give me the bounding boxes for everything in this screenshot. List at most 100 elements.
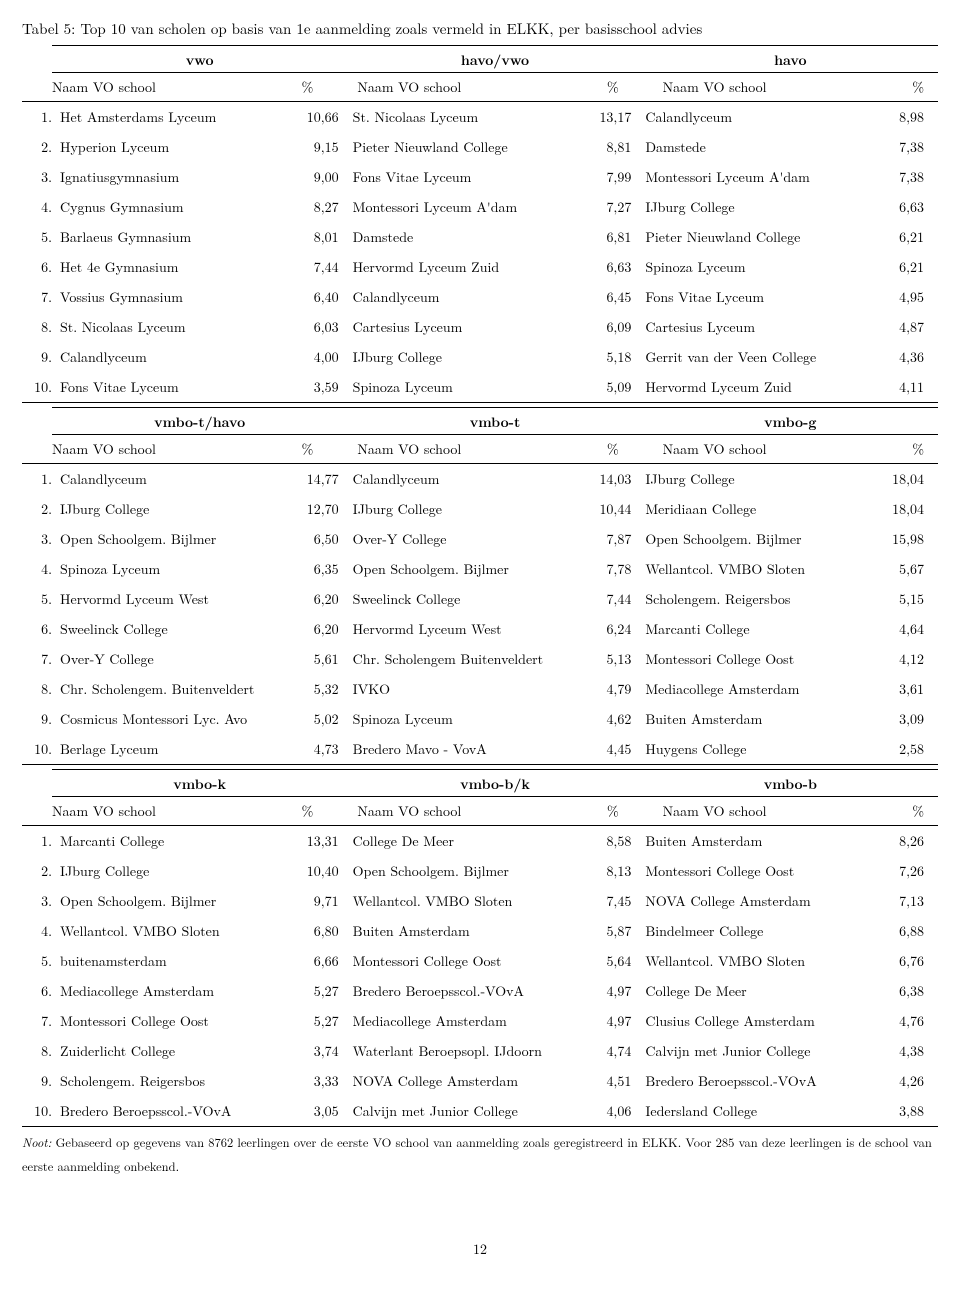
school-name: Montessori Lyceum A'dam bbox=[645, 167, 868, 187]
school-name: Cartesius Lyceum bbox=[353, 317, 576, 337]
table-cell: IJburg College18,04 bbox=[645, 469, 938, 489]
table-row: 5.Hervormd Lyceum West6,20Sweelinck Coll… bbox=[22, 584, 938, 614]
school-pct: 5,13 bbox=[575, 649, 645, 669]
rank-cell: 10. bbox=[22, 739, 60, 759]
subheader-pct: % bbox=[563, 77, 633, 97]
table-row: 6.Mediacollege Amsterdam5,27Bredero Bero… bbox=[22, 976, 938, 1006]
school-name: Iedersland College bbox=[645, 1101, 868, 1121]
school-pct: 8,13 bbox=[575, 861, 645, 881]
table-cell: IJburg College5,18 bbox=[353, 347, 646, 367]
column-subheaders: Naam VO school%Naam VO school%Naam VO sc… bbox=[22, 73, 938, 102]
table-row: 9.Scholengem. Reigersbos3,33NOVA College… bbox=[22, 1066, 938, 1096]
school-pct: 6,20 bbox=[283, 589, 353, 609]
school-name: Open Schoolgem. Bijlmer bbox=[645, 529, 868, 549]
table-cell: Mediacollege Amsterdam5,27 bbox=[60, 981, 353, 1001]
table-cell: NOVA College Amsterdam7,13 bbox=[645, 891, 938, 911]
table-cell: Wellantcol. VMBO Sloten7,45 bbox=[353, 891, 646, 911]
school-name: Montessori College Oost bbox=[353, 951, 576, 971]
table-cell: Hyperion Lyceum9,15 bbox=[60, 137, 353, 157]
table-cell: Calvijn met Junior College4,38 bbox=[645, 1041, 938, 1061]
school-name: Open Schoolgem. Bijlmer bbox=[353, 559, 576, 579]
table-cell: Montessori Lyceum A'dam7,27 bbox=[353, 197, 646, 217]
table-row: 2.Hyperion Lyceum9,15Pieter Nieuwland Co… bbox=[22, 132, 938, 162]
school-pct: 3,88 bbox=[868, 1101, 938, 1121]
rank-cell: 7. bbox=[22, 287, 60, 307]
table-row: 8.Zuiderlicht College3,74Waterlant Beroe… bbox=[22, 1036, 938, 1066]
school-name: Open Schoolgem. Bijlmer bbox=[60, 891, 283, 911]
subheader-name: Naam VO school bbox=[633, 77, 868, 97]
table-cell: Scholengem. Reigersbos3,33 bbox=[60, 1071, 353, 1091]
table-cell: Het 4e Gymnasium7,44 bbox=[60, 257, 353, 277]
school-name: Fons Vitae Lyceum bbox=[645, 287, 868, 307]
school-pct: 6,63 bbox=[575, 257, 645, 277]
school-pct: 7,45 bbox=[575, 891, 645, 911]
school-pct: 6,50 bbox=[283, 529, 353, 549]
subheader-pct: % bbox=[563, 439, 633, 459]
table-cell: Buiten Amsterdam8,26 bbox=[645, 831, 938, 851]
column-subheaders: Naam VO school%Naam VO school%Naam VO sc… bbox=[22, 435, 938, 464]
rank-cell: 1. bbox=[22, 107, 60, 127]
rank-cell: 10. bbox=[22, 1101, 60, 1121]
school-name: Sweelinck College bbox=[60, 619, 283, 639]
table-row: 3.Ignatiusgymnasium9,00Fons Vitae Lyceum… bbox=[22, 162, 938, 192]
table-row: 8.Chr. Scholengem. Buitenveldert5,32IVKO… bbox=[22, 674, 938, 704]
rank-cell: 10. bbox=[22, 377, 60, 397]
rank-cell: 7. bbox=[22, 649, 60, 669]
table-cell: Cartesius Lyceum6,09 bbox=[353, 317, 646, 337]
table-cell: Bredero Beroepsscol.-VOvA3,05 bbox=[60, 1101, 353, 1121]
school-pct: 7,13 bbox=[868, 891, 938, 911]
school-pct: 8,81 bbox=[575, 137, 645, 157]
school-pct: 9,71 bbox=[283, 891, 353, 911]
school-name: Pieter Nieuwland College bbox=[645, 227, 868, 247]
table-row: 9.Calandlyceum4,00IJburg College5,18Gerr… bbox=[22, 342, 938, 372]
school-pct: 6,21 bbox=[868, 257, 938, 277]
table-cell: Montessori Lyceum A'dam7,38 bbox=[645, 167, 938, 187]
table-cell: Clusius College Amsterdam4,76 bbox=[645, 1011, 938, 1031]
table-row: 6.Sweelinck College6,20Hervormd Lyceum W… bbox=[22, 614, 938, 644]
school-pct: 8,01 bbox=[283, 227, 353, 247]
school-name: IJburg College bbox=[60, 499, 283, 519]
column-group-header: vmbo-g bbox=[643, 412, 938, 432]
school-pct: 7,26 bbox=[868, 861, 938, 881]
school-pct: 5,15 bbox=[868, 589, 938, 609]
table-row: 1.Calandlyceum14,77Calandlyceum14,03IJbu… bbox=[22, 464, 938, 494]
table-row: 1.Marcanti College13,31College De Meer8,… bbox=[22, 826, 938, 856]
table-cell: College De Meer8,58 bbox=[353, 831, 646, 851]
table-cell: Gerrit van der Veen College4,36 bbox=[645, 347, 938, 367]
school-name: Calandlyceum bbox=[353, 287, 576, 307]
school-name: Mediacollege Amsterdam bbox=[60, 981, 283, 1001]
school-name: Wellantcol. VMBO Sloten bbox=[60, 921, 283, 941]
table-cell: IJburg College12,70 bbox=[60, 499, 353, 519]
school-name: Montessori College Oost bbox=[645, 649, 868, 669]
school-name: IJburg College bbox=[353, 499, 576, 519]
school-pct: 4,73 bbox=[283, 739, 353, 759]
note-text: Gebaseerd op gegevens van 8762 leerlinge… bbox=[22, 1133, 932, 1175]
table-cell: Damstede6,81 bbox=[353, 227, 646, 247]
table-note: Noot: Gebaseerd op gegevens van 8762 lee… bbox=[22, 1131, 938, 1179]
school-name: Over-Y College bbox=[353, 529, 576, 549]
table-cell: Open Schoolgem. Bijlmer7,78 bbox=[353, 559, 646, 579]
rank-cell: 6. bbox=[22, 981, 60, 1001]
subheader-name: Naam VO school bbox=[327, 77, 562, 97]
school-pct: 13,17 bbox=[575, 107, 645, 127]
school-pct: 18,04 bbox=[868, 499, 938, 519]
table-cell: Sweelinck College7,44 bbox=[353, 589, 646, 609]
school-pct: 8,27 bbox=[283, 197, 353, 217]
school-name: Buiten Amsterdam bbox=[353, 921, 576, 941]
table-row: 5.Barlaeus Gymnasium8,01Damstede6,81Piet… bbox=[22, 222, 938, 252]
school-pct: 9,00 bbox=[283, 167, 353, 187]
subheader-name: Naam VO school bbox=[22, 77, 257, 97]
school-name: Marcanti College bbox=[645, 619, 868, 639]
school-pct: 7,87 bbox=[575, 529, 645, 549]
column-group-header: vmbo-t/havo bbox=[52, 412, 347, 432]
school-name: Mediacollege Amsterdam bbox=[353, 1011, 576, 1031]
school-pct: 10,40 bbox=[283, 861, 353, 881]
subheader-pct: % bbox=[257, 77, 327, 97]
school-pct: 12,70 bbox=[283, 499, 353, 519]
school-name: NOVA College Amsterdam bbox=[645, 891, 868, 911]
school-pct: 4,74 bbox=[575, 1041, 645, 1061]
table-cell: Calandlyceum6,45 bbox=[353, 287, 646, 307]
school-pct: 7,44 bbox=[575, 589, 645, 609]
table-row: 7.Over-Y College5,61Chr. Scholengem Buit… bbox=[22, 644, 938, 674]
school-pct: 8,26 bbox=[868, 831, 938, 851]
